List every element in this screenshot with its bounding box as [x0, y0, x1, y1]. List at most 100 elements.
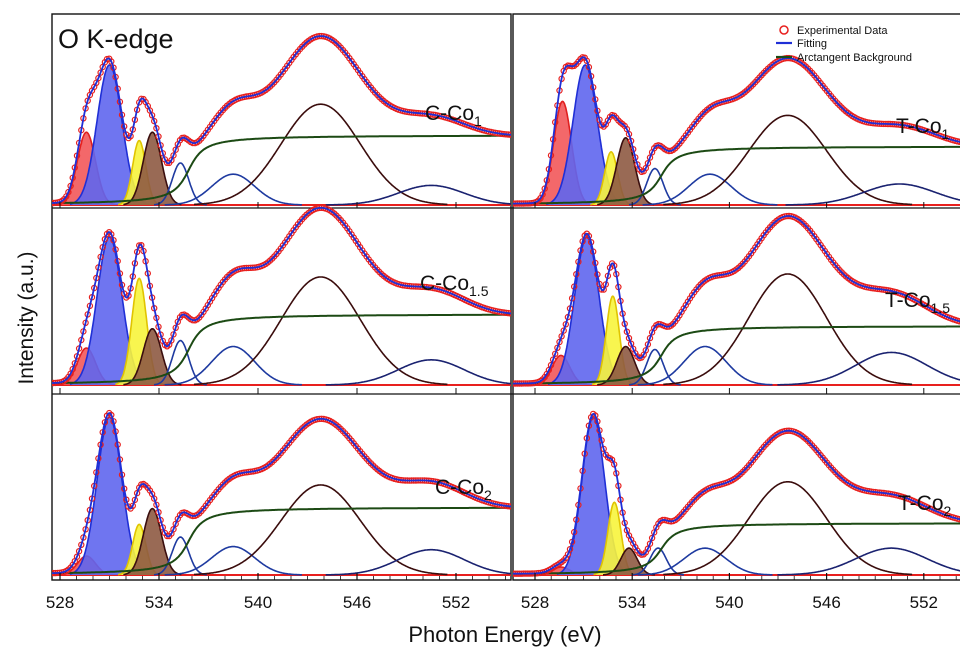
data-point — [42, 381, 47, 386]
x-tick-label: 534 — [618, 593, 646, 612]
data-point — [8, 201, 13, 206]
peak-fill-1 — [69, 417, 150, 575]
data-point — [564, 551, 572, 558]
peak-curve-7 — [777, 351, 960, 386]
peak-curve-7 — [325, 359, 511, 386]
legend-marker-data — [779, 25, 789, 35]
fit-curve — [513, 412, 960, 575]
panel-label-0: C-Co1 — [425, 102, 482, 129]
data-point — [52, 571, 53, 575]
panel-label-1: T-Co1 — [896, 115, 950, 142]
x-tick-label: 534 — [145, 593, 173, 612]
background-curve — [52, 134, 511, 205]
data-point — [518, 312, 523, 317]
data-point — [14, 571, 19, 576]
data-point — [170, 526, 177, 533]
peak-curve-4 — [628, 167, 681, 206]
data-point — [583, 57, 591, 65]
data-point — [23, 201, 28, 206]
peak-curve-5 — [164, 173, 302, 206]
data-point — [36, 571, 41, 576]
data-point — [95, 74, 102, 82]
peak-curve-5 — [637, 345, 773, 386]
data-point — [44, 381, 49, 386]
peak-curve-3 — [123, 507, 182, 576]
peak-curve-4 — [632, 547, 684, 576]
plot-frame-left — [51, 13, 512, 581]
data-point — [73, 553, 81, 560]
data-point — [516, 505, 521, 510]
background-curve — [52, 506, 511, 575]
y-axis-label: Intensity (a.u.) — [15, 251, 38, 384]
data-point — [69, 365, 76, 373]
data-point — [29, 201, 34, 206]
peak-curve-6 — [193, 276, 448, 386]
data-point — [547, 361, 555, 369]
data-point — [642, 347, 650, 354]
peak-curve-4 — [154, 339, 207, 386]
legend-label-background: Arctangent Background — [797, 52, 912, 64]
data-point — [19, 571, 24, 576]
fit-curve — [52, 206, 511, 384]
legend-label-fit: Fitting — [797, 38, 827, 50]
plot-frame-right — [512, 13, 960, 581]
data-point — [65, 188, 72, 196]
data-point — [585, 232, 593, 240]
x-tick-label: 552 — [910, 593, 938, 612]
data-point — [518, 133, 523, 138]
peak-curve-4 — [628, 348, 681, 386]
plot-area-right — [513, 54, 960, 577]
data-point — [44, 571, 49, 576]
peak-curve-7 — [785, 183, 960, 206]
data-point — [516, 311, 521, 316]
data-point — [42, 571, 47, 576]
background-curve — [513, 145, 960, 205]
data-point — [17, 571, 22, 576]
peak-curve-4 — [153, 536, 207, 576]
x-tick-label: 528 — [521, 593, 549, 612]
data-point — [108, 411, 115, 419]
peak-curve-6 — [194, 103, 448, 206]
data-point — [27, 201, 32, 206]
data-point — [514, 504, 519, 509]
peak-curve-6 — [663, 114, 913, 206]
legend-label-data: Experimental Data — [797, 25, 888, 37]
data-point — [17, 201, 22, 206]
data-point — [38, 571, 43, 576]
chart-title: O K-edge — [58, 24, 174, 54]
panel-label-4: C-Co2 — [435, 476, 492, 503]
background-curve — [513, 325, 960, 385]
peak-curve-3 — [123, 131, 182, 206]
plot-area-left — [8, 32, 523, 577]
data-point — [25, 201, 30, 206]
data-point — [514, 311, 519, 316]
data-point — [21, 201, 26, 206]
data-point — [27, 571, 32, 576]
data-point — [108, 231, 115, 238]
data-point — [10, 571, 15, 576]
data-point — [29, 571, 34, 576]
x-tick-label: 546 — [343, 593, 371, 612]
data-point — [8, 381, 13, 386]
data-point — [518, 505, 523, 510]
panel-label-3: T-Co1.5 — [885, 289, 950, 316]
data-point — [627, 340, 635, 347]
peak-curve-5 — [642, 173, 778, 206]
data-point — [108, 58, 115, 65]
data-point — [38, 201, 43, 206]
fit-curve — [513, 215, 960, 385]
peak-curve-6 — [663, 273, 913, 386]
data-point — [44, 201, 49, 206]
data-point — [52, 381, 53, 385]
data-point — [12, 571, 17, 576]
peak-curve-6 — [663, 481, 913, 576]
peak-curve-5 — [637, 547, 773, 576]
peak-curve-6 — [193, 484, 448, 576]
data-point — [25, 571, 30, 576]
data-point — [516, 133, 521, 138]
background-curve — [513, 522, 960, 575]
data-point — [34, 571, 39, 576]
x-tick-label: 528 — [46, 593, 74, 612]
data-point — [19, 201, 24, 206]
